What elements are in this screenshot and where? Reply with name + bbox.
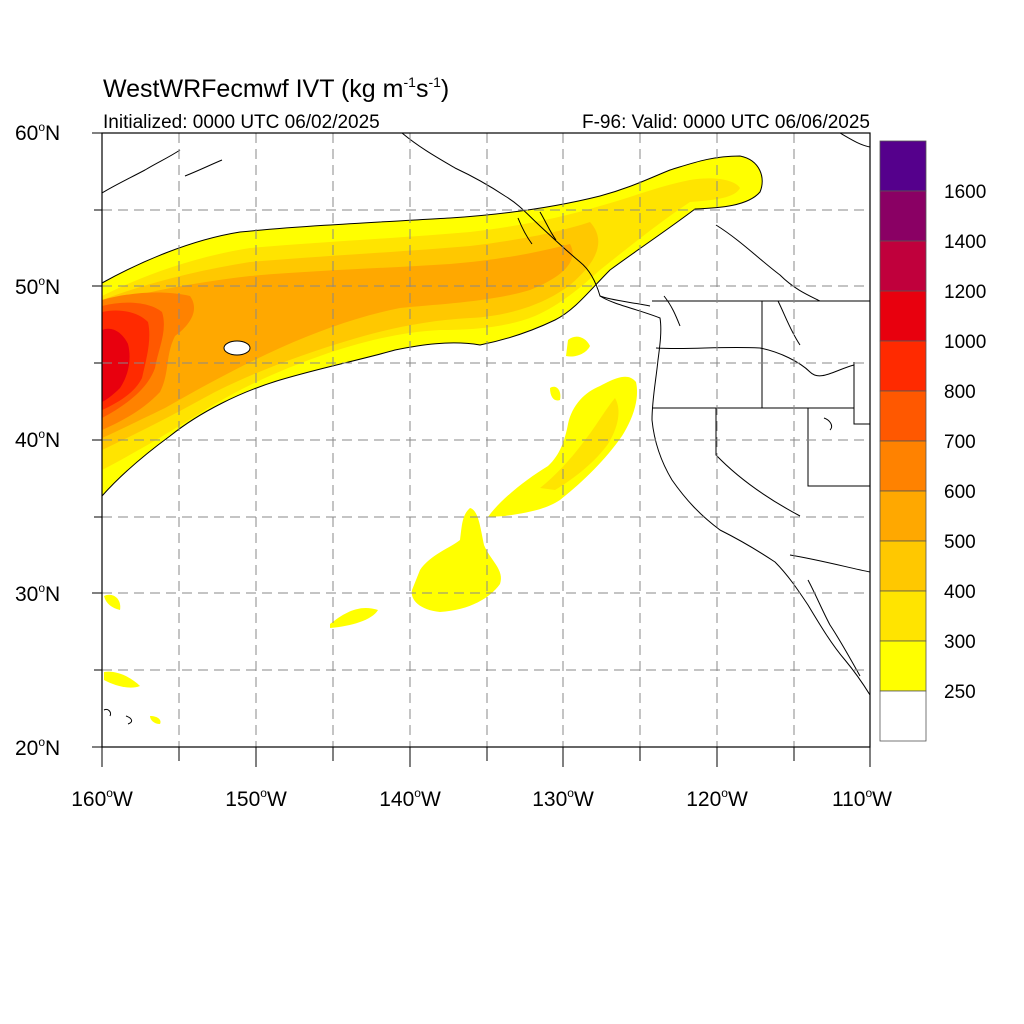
lat-label: 60oN xyxy=(15,120,60,145)
latitude-labels: 60oN 50oN 40oN 30oN 20oN xyxy=(15,120,60,760)
longitude-labels: 160oW 150oW 140oW 130oW 120oW 110oW xyxy=(71,786,892,811)
colorbar-swatch xyxy=(879,190,927,242)
ivt-shading xyxy=(102,155,763,724)
axis-ticks xyxy=(92,132,871,767)
colorbar-swatch xyxy=(879,490,927,542)
colorbar-label: 1600 xyxy=(944,182,986,203)
valid-text: F-96: Valid: 0000 UTC 06/06/2025 xyxy=(582,112,870,133)
political-borders xyxy=(652,224,870,573)
colorbar-swatch xyxy=(879,540,927,592)
graticule xyxy=(102,133,870,747)
colorbar-label: 1400 xyxy=(944,232,986,253)
colorbar-swatch xyxy=(879,590,927,642)
lat-label: 20oN xyxy=(15,735,60,760)
colorbar-label: 600 xyxy=(944,482,976,503)
colorbar-swatch xyxy=(879,690,927,742)
lon-label: 120oW xyxy=(686,786,748,811)
colorbar-label: 700 xyxy=(944,432,976,453)
ivt-250-small-plume-c xyxy=(330,607,378,628)
ivt-250-small-plume-e xyxy=(104,671,140,688)
lat-label: 50oN xyxy=(15,274,60,299)
colorbar-label: 800 xyxy=(944,382,976,403)
colorbar-swatch xyxy=(879,390,927,442)
colorbar-swatch xyxy=(879,640,927,692)
initialized-text: Initialized: 0000 UTC 06/02/2025 xyxy=(103,112,380,133)
colorbar-swatch xyxy=(879,240,927,292)
colorbar-label: 500 xyxy=(944,532,976,553)
colorbar-label: 1000 xyxy=(944,332,986,353)
lon-label: 140oW xyxy=(379,786,441,811)
lat-label: 30oN xyxy=(15,581,60,606)
colorbar-label: 1200 xyxy=(944,282,986,303)
ivt-250-small-plume-f xyxy=(150,716,161,724)
lon-label: 150oW xyxy=(225,786,287,811)
lon-label: 110oW xyxy=(832,786,892,811)
ivt-250-small-plume-a xyxy=(566,336,590,357)
lat-label: 40oN xyxy=(15,427,60,452)
ocean-islands xyxy=(103,211,833,725)
ivt-250-small-plume-d xyxy=(104,594,121,610)
ivt-1000-contour-fill xyxy=(102,328,130,402)
colorbar xyxy=(879,140,927,742)
ivt-250-subtropical-plume xyxy=(411,508,502,612)
colorbar-labels: 1600 1400 1200 1000 800 700 600 500 400 … xyxy=(944,182,986,703)
colorbar-swatch xyxy=(879,140,927,192)
map-area xyxy=(102,133,870,747)
figure-title: WestWRFecmwf IVT (kg m-1s-1) xyxy=(103,74,449,103)
colorbar-label: 250 xyxy=(944,682,976,703)
ivt-250-small-plume-b xyxy=(550,386,561,401)
colorbar-swatch xyxy=(879,440,927,492)
lon-label: 160oW xyxy=(71,786,133,811)
colorbar-label: 300 xyxy=(944,632,976,653)
ivt-500-contour-fill xyxy=(102,244,573,438)
colorbar-swatch xyxy=(879,290,927,342)
lon-label: 130oW xyxy=(532,786,594,811)
ivt-300-secondary-plume xyxy=(540,398,619,490)
colorbar-label: 400 xyxy=(944,582,976,603)
colorbar-swatch xyxy=(879,340,927,392)
